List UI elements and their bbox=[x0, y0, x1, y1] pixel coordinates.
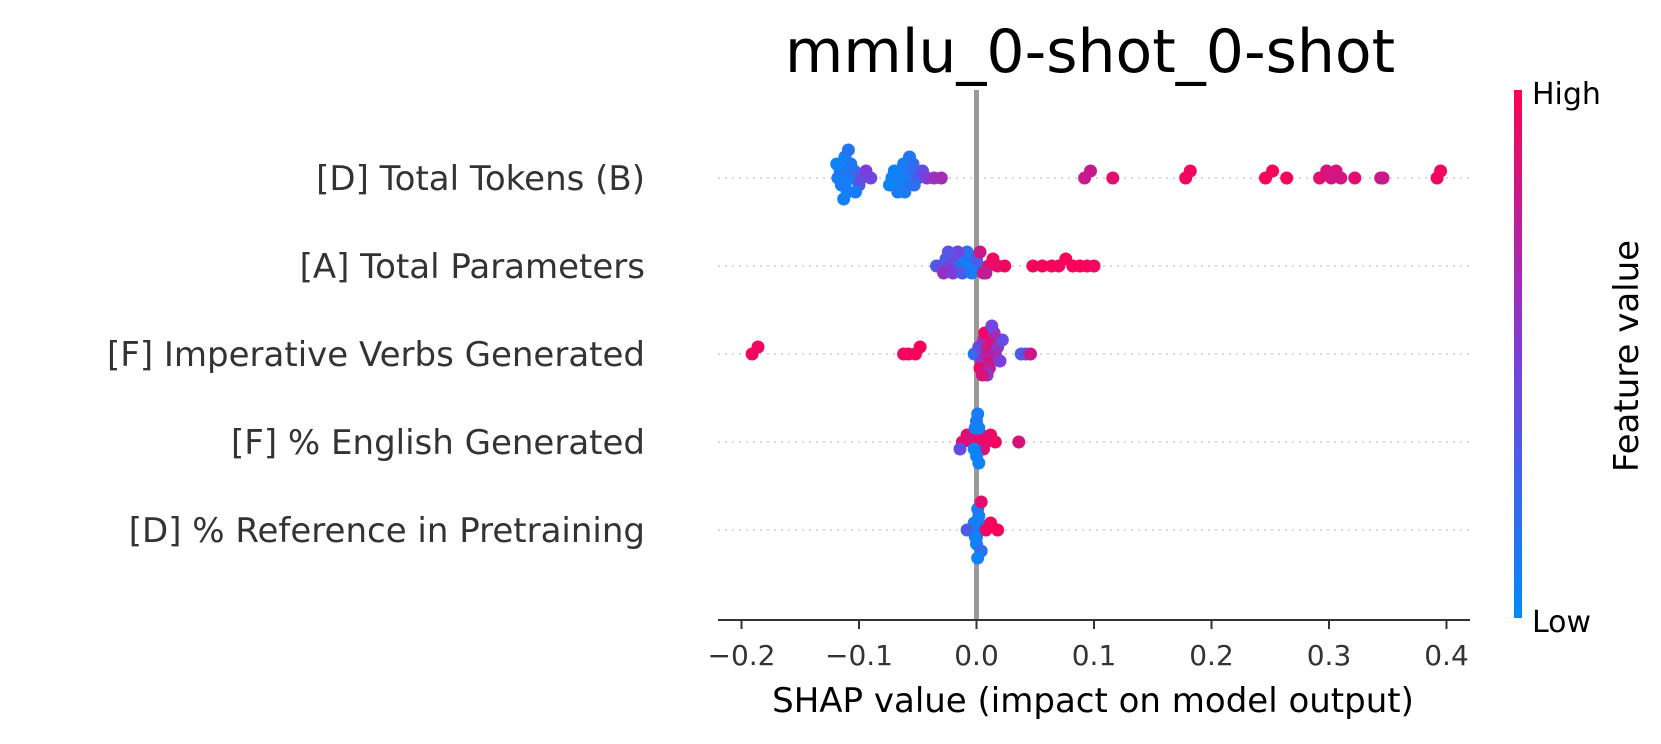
shap-point bbox=[1012, 435, 1026, 449]
x-axis-ticks: −0.2 −0.1 0.0 0.1 0.2 0.3 0.4 bbox=[708, 620, 1469, 672]
shap-point bbox=[941, 245, 955, 259]
feature-label: [A] Total Parameters bbox=[300, 247, 645, 287]
colorbar bbox=[1514, 90, 1522, 618]
shap-point bbox=[1434, 164, 1448, 178]
shap-point bbox=[1266, 164, 1280, 178]
shap-point bbox=[837, 192, 851, 206]
shap-point bbox=[903, 150, 916, 164]
chart-title: mmlu_0-shot_0-shot bbox=[785, 17, 1395, 87]
shap-point bbox=[1183, 164, 1197, 178]
data-points bbox=[745, 143, 1448, 565]
shap-point bbox=[1026, 259, 1040, 273]
x-tick-label: −0.1 bbox=[825, 639, 893, 672]
shap-point bbox=[1348, 171, 1362, 185]
shap-point bbox=[1280, 171, 1294, 185]
shap-point bbox=[1024, 347, 1037, 361]
shap-point bbox=[864, 171, 878, 185]
x-tick-label: 0.2 bbox=[1189, 639, 1234, 672]
shap-point bbox=[967, 442, 981, 456]
shap-point bbox=[968, 530, 982, 544]
shap-point bbox=[971, 551, 985, 565]
shap-point bbox=[993, 354, 1007, 368]
shap-point bbox=[907, 178, 921, 192]
shap-point bbox=[1106, 171, 1120, 185]
x-axis-label: SHAP value (impact on model output) bbox=[772, 681, 1414, 721]
shap-point bbox=[849, 185, 862, 199]
row-gridlines bbox=[718, 177, 1470, 531]
feature-label: [F] % English Generated bbox=[231, 423, 645, 463]
shap-point bbox=[968, 421, 982, 435]
colorbar-title: Feature value bbox=[1607, 240, 1647, 472]
shap-point bbox=[913, 340, 927, 354]
x-tick-label: −0.2 bbox=[708, 639, 776, 672]
shap-point bbox=[955, 266, 969, 280]
shap-point bbox=[975, 368, 989, 382]
shap-point bbox=[953, 442, 967, 456]
shap-point bbox=[1087, 259, 1101, 273]
shap-point bbox=[951, 245, 965, 259]
shap-point bbox=[998, 259, 1012, 273]
shap-point bbox=[751, 340, 765, 354]
shap-point bbox=[1376, 171, 1390, 185]
feature-label: [F] Imperative Verbs Generated bbox=[107, 335, 645, 375]
shap-point bbox=[841, 143, 855, 157]
shap-point bbox=[1035, 259, 1049, 273]
shap-point bbox=[985, 319, 999, 333]
shap-point bbox=[1084, 164, 1097, 178]
colorbar-low-label: Low bbox=[1532, 605, 1591, 640]
x-tick-label: 0.4 bbox=[1424, 639, 1469, 672]
shap-point bbox=[979, 266, 993, 280]
colorbar-high-label: High bbox=[1532, 77, 1601, 112]
shap-point bbox=[834, 178, 848, 192]
shap-point bbox=[960, 245, 974, 259]
feature-labels: [D] Total Tokens (B) [A] Total Parameters… bbox=[107, 159, 645, 551]
shap-point bbox=[937, 266, 951, 280]
feature-label: [D] % Reference in Pretraining bbox=[129, 511, 645, 551]
shap-point bbox=[946, 266, 960, 280]
shap-point bbox=[972, 456, 986, 470]
shap-point bbox=[898, 185, 912, 199]
shap-point bbox=[988, 435, 1002, 449]
shap-point bbox=[973, 245, 987, 259]
feature-label: [D] Total Tokens (B) bbox=[316, 159, 645, 199]
shap-point bbox=[830, 157, 844, 171]
shap-point bbox=[1334, 171, 1348, 185]
shap-point bbox=[965, 266, 979, 280]
x-tick-label: 0.0 bbox=[954, 639, 999, 672]
shap-point bbox=[971, 407, 985, 421]
x-tick-label: 0.1 bbox=[1072, 639, 1117, 672]
shap-point bbox=[887, 164, 901, 178]
x-tick-label: 0.3 bbox=[1307, 639, 1352, 672]
shap-point bbox=[844, 157, 858, 171]
shap-point bbox=[974, 495, 988, 509]
shap-point bbox=[934, 171, 948, 185]
shap-point bbox=[991, 523, 1005, 537]
